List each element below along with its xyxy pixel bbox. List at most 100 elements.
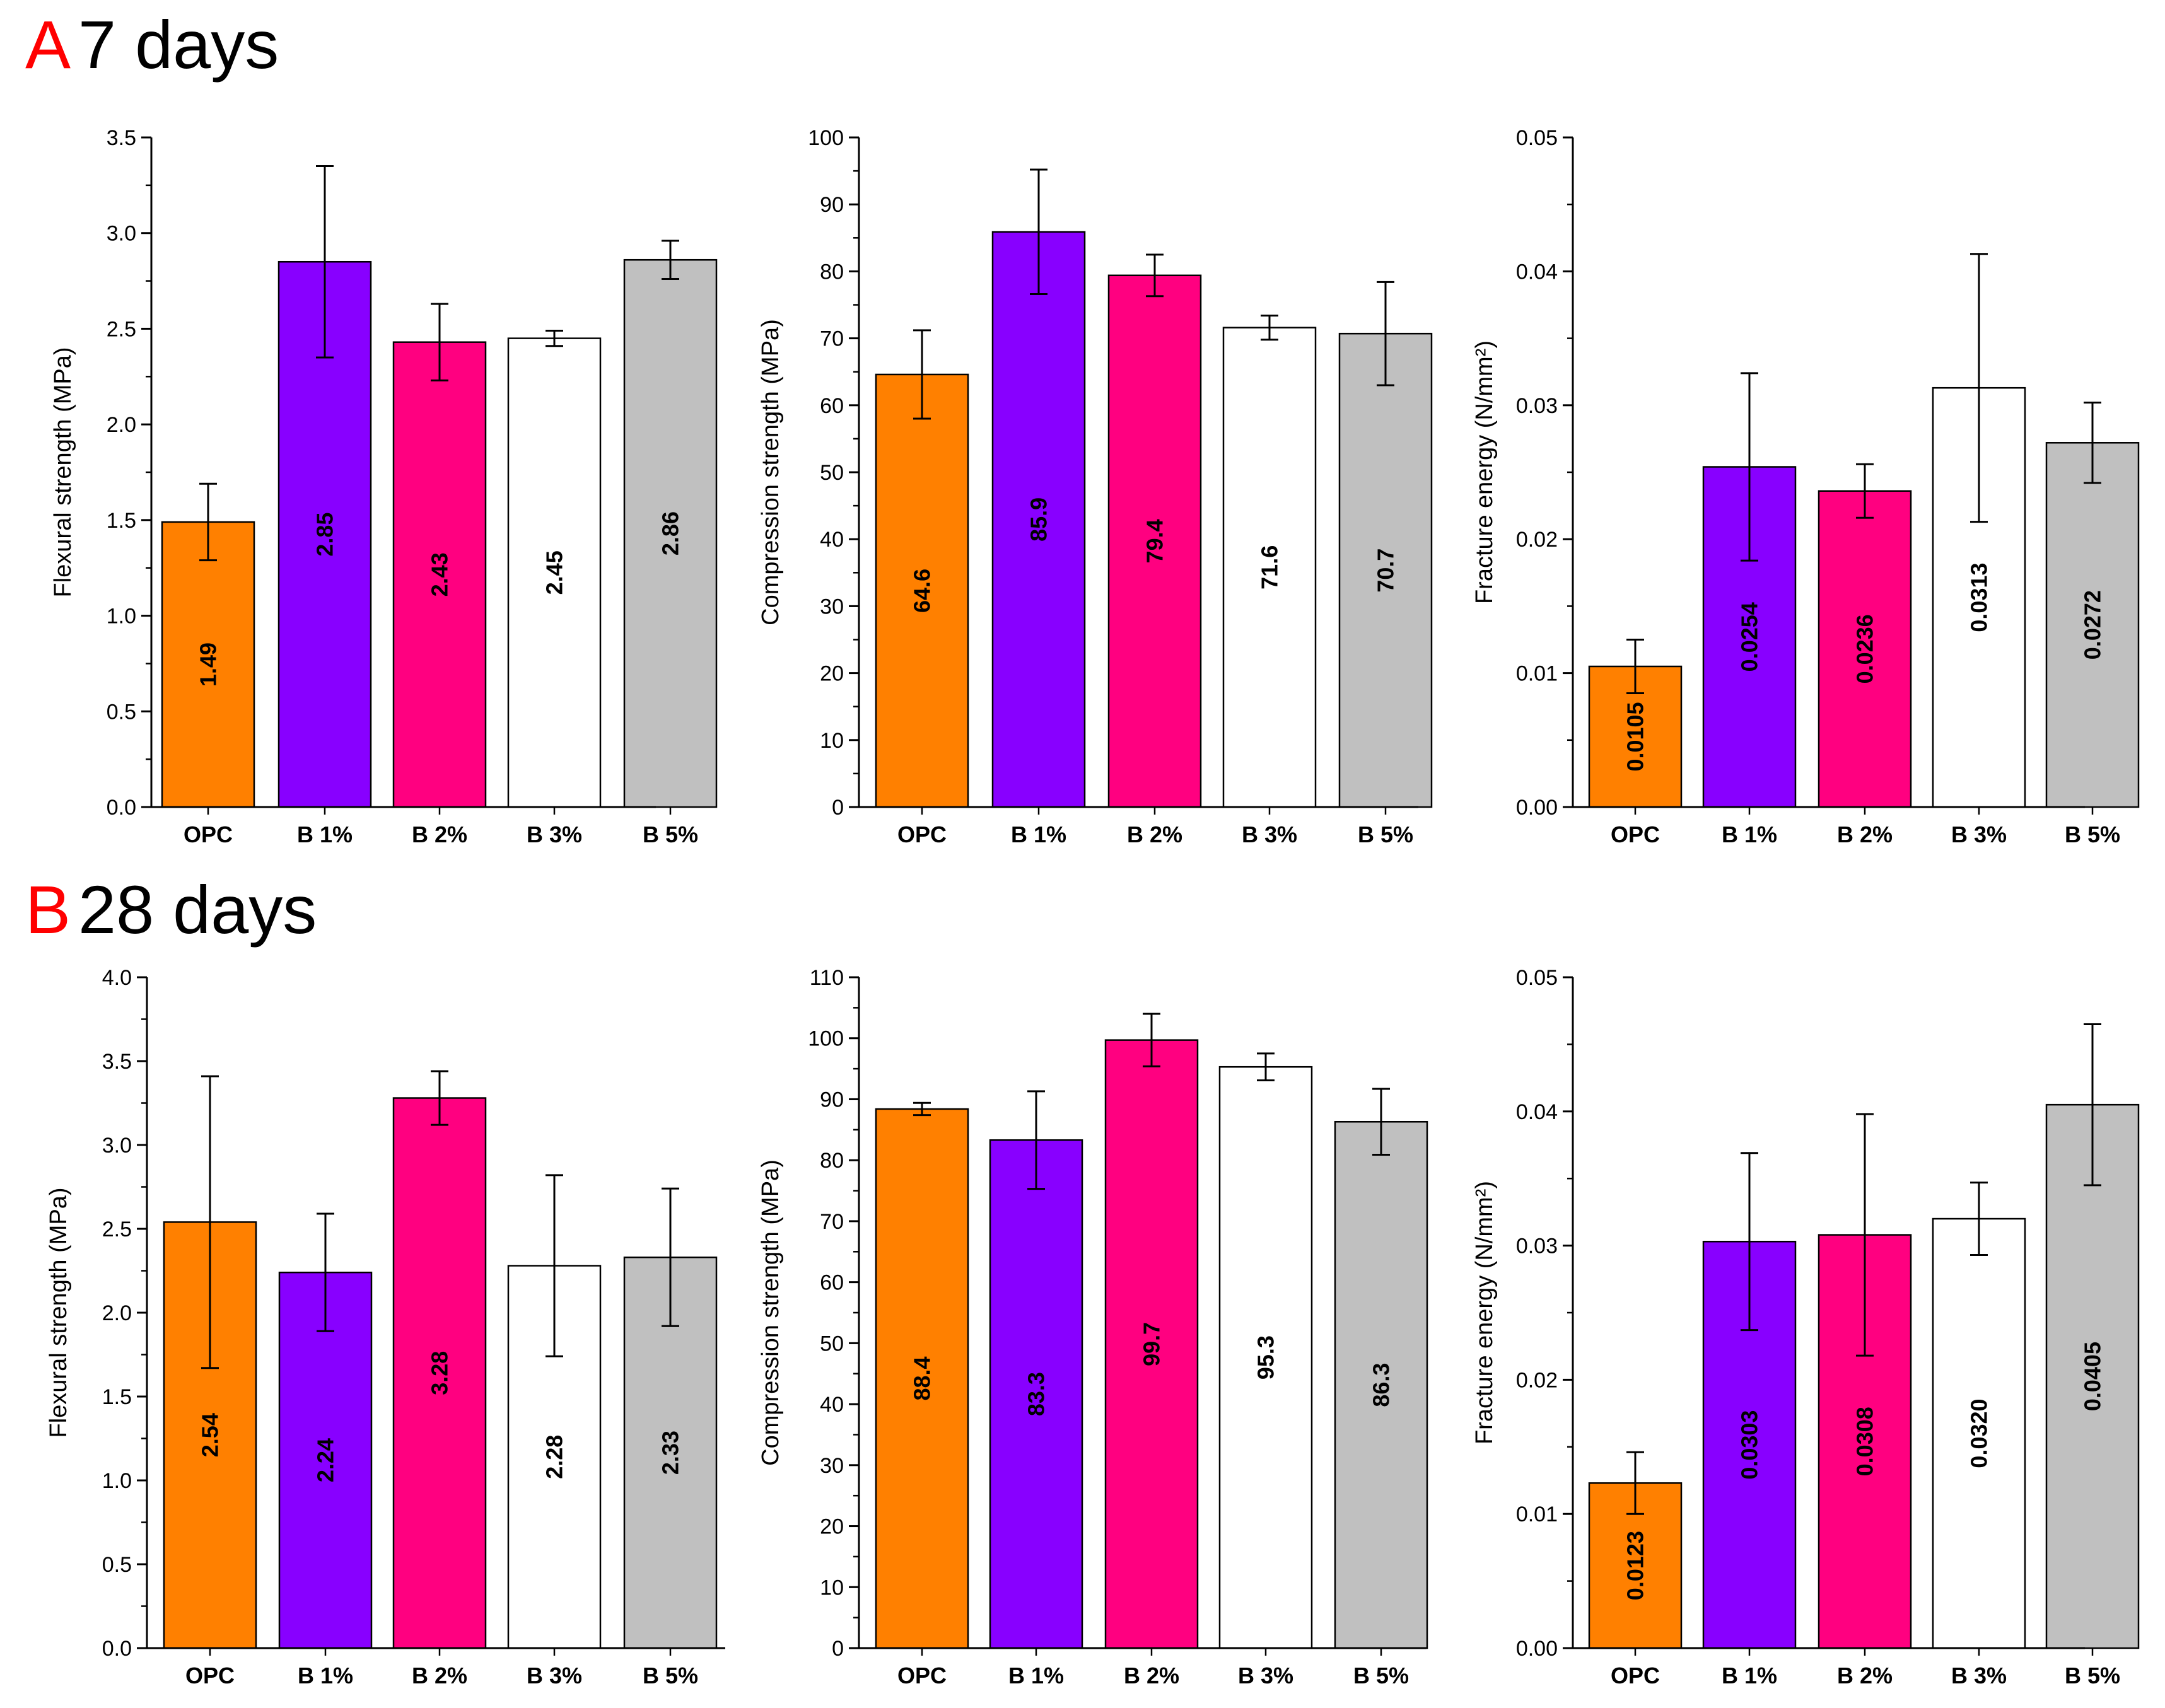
data-label: 0.0308 (1852, 1407, 1878, 1476)
bar (875, 1108, 969, 1649)
y-tick-label: 3.5 (102, 1050, 132, 1074)
panel-heading-b: B 28 days (25, 870, 317, 958)
chart-2: 64.6 85.9 79.4 71.6 70.7 0 10 20 30 40 50 60 70 80 90 1… (757, 126, 1433, 847)
y-tick-label: 40 (820, 1393, 844, 1417)
data-label: 2.43 (427, 552, 453, 596)
y-tick-label: 0.04 (1516, 1100, 1558, 1124)
x-tick-label: B 1% (298, 1663, 353, 1688)
y-tick-label: 2.0 (107, 413, 136, 437)
bar (623, 259, 718, 808)
data-label: 2.86 (658, 511, 684, 555)
bar (2045, 1103, 2140, 1649)
y-tick-label: 0.03 (1516, 1235, 1558, 1258)
bar (1338, 332, 1433, 808)
y-tick-label: 3.5 (107, 126, 136, 150)
y-tick-label: 10 (820, 729, 844, 753)
y-axis-label: Fracture energy (N/mm²) (1471, 340, 1498, 604)
data-label: 1.49 (195, 642, 221, 687)
x-tick-label: OPC (185, 1663, 235, 1688)
y-tick-label: 20 (820, 662, 844, 686)
bar (1218, 1066, 1313, 1649)
data-label: 79.4 (1142, 519, 1168, 563)
y-tick-label: 1.5 (102, 1385, 132, 1409)
y-tick-label: 1.0 (102, 1469, 132, 1493)
x-tick-label: OPC (1611, 1663, 1660, 1688)
y-tick-label: 90 (820, 193, 844, 217)
x-tick-label: B 5% (643, 1663, 698, 1688)
chart-3: 0.0105 0.0254 0.0236 0.0313 0.0272 0.00 0.01 0.… (1471, 126, 2140, 847)
x-tick-label: B 1% (297, 822, 353, 847)
y-tick-label: 50 (820, 1332, 844, 1356)
x-tick-label: B 3% (1238, 1663, 1293, 1688)
y-tick-label: 80 (820, 260, 844, 284)
y-tick-label: 1.5 (107, 509, 136, 533)
x-tick-label: B 5% (2065, 1663, 2120, 1688)
data-label: 83.3 (1024, 1372, 1049, 1416)
chart-5: 88.4 83.3 99.7 95.3 86.3 0 10 20 30 40 50 60 70 80 90 1… (757, 966, 1428, 1688)
x-tick-label: B 2% (1127, 822, 1182, 847)
y-tick-label: 0.04 (1516, 260, 1558, 284)
panel-letter: A (25, 6, 71, 83)
x-tick-label: OPC (1611, 822, 1660, 847)
data-label: 2.45 (542, 550, 568, 595)
y-tick-label: 0 (832, 796, 844, 820)
y-tick-label: 0.0 (102, 1637, 132, 1661)
x-tick-label: B 1% (1722, 822, 1777, 847)
y-tick-label: 2.5 (102, 1217, 132, 1241)
data-label: 0.0254 (1737, 602, 1763, 671)
x-tick-label: OPC (897, 1663, 947, 1688)
data-label: 2.85 (312, 513, 338, 557)
bar (392, 1097, 487, 1649)
data-label: 0.0313 (1966, 563, 1992, 632)
chart-4: 2.54 2.24 3.28 2.28 2.33 0.0 0.5 1.0 1.5 2.0 2.5 3.… (45, 966, 725, 1688)
x-tick-label: B 5% (643, 822, 698, 847)
y-tick-label: 2.0 (102, 1301, 132, 1325)
data-label: 0.0303 (1737, 1410, 1763, 1480)
data-label: 2.33 (658, 1431, 684, 1475)
data-label: 88.4 (909, 1356, 935, 1400)
bar (1222, 327, 1317, 808)
data-label: 86.3 (1368, 1363, 1394, 1407)
data-label: 71.6 (1257, 545, 1283, 590)
data-label: 0.0105 (1623, 702, 1649, 771)
chart-1: 1.49 2.85 2.43 2.45 2.86 0.0 0.5 1.0 1.5 2.0 2.5 3.… (50, 126, 718, 847)
y-axis-label: Compression strength (MPa) (757, 1159, 784, 1466)
y-tick-label: 0.00 (1516, 1637, 1558, 1661)
y-tick-label: 3.0 (107, 222, 136, 246)
bar (278, 1271, 373, 1649)
y-tick-label: 110 (810, 966, 844, 990)
y-tick-label: 0.02 (1516, 528, 1558, 552)
bar (989, 1139, 1083, 1649)
panel-title: 28 days (78, 871, 317, 948)
y-tick-label: 0.03 (1516, 394, 1558, 418)
data-label: 2.24 (313, 1438, 339, 1482)
y-tick-label: 60 (820, 394, 844, 418)
y-tick-label: 2.5 (107, 317, 136, 341)
x-tick-label: B 1% (1008, 1663, 1064, 1688)
y-tick-label: 60 (820, 1271, 844, 1295)
y-tick-label: 90 (820, 1088, 844, 1112)
y-tick-label: 0.01 (1516, 1502, 1558, 1526)
y-tick-label: 100 (808, 126, 844, 150)
y-tick-label: 30 (820, 1454, 844, 1478)
data-label: 64.6 (909, 569, 935, 613)
data-label: 2.54 (197, 1413, 223, 1457)
x-tick-label: B 5% (2065, 822, 2120, 847)
data-label: 0.0405 (2080, 1342, 2106, 1411)
data-label: 70.7 (1373, 549, 1399, 593)
data-label: 95.3 (1253, 1335, 1279, 1380)
data-label: 2.28 (542, 1435, 568, 1479)
y-tick-label: 0.01 (1516, 662, 1558, 686)
x-tick-label: B 3% (1951, 1663, 2007, 1688)
x-tick-label: B 3% (527, 1663, 582, 1688)
x-tick-label: B 3% (1951, 822, 2007, 847)
x-tick-label: B 2% (412, 1663, 467, 1688)
y-axis-label: Flexural strength (MPa) (50, 347, 76, 597)
y-tick-label: 100 (808, 1027, 844, 1051)
data-label: 0.0236 (1852, 614, 1878, 683)
bar (1107, 274, 1202, 808)
data-label: 85.9 (1026, 497, 1052, 542)
y-tick-label: 0.05 (1516, 966, 1558, 990)
chart-6: 0.0123 0.0303 0.0308 0.0320 0.0405 0.00 0.01 0.… (1471, 966, 2140, 1688)
